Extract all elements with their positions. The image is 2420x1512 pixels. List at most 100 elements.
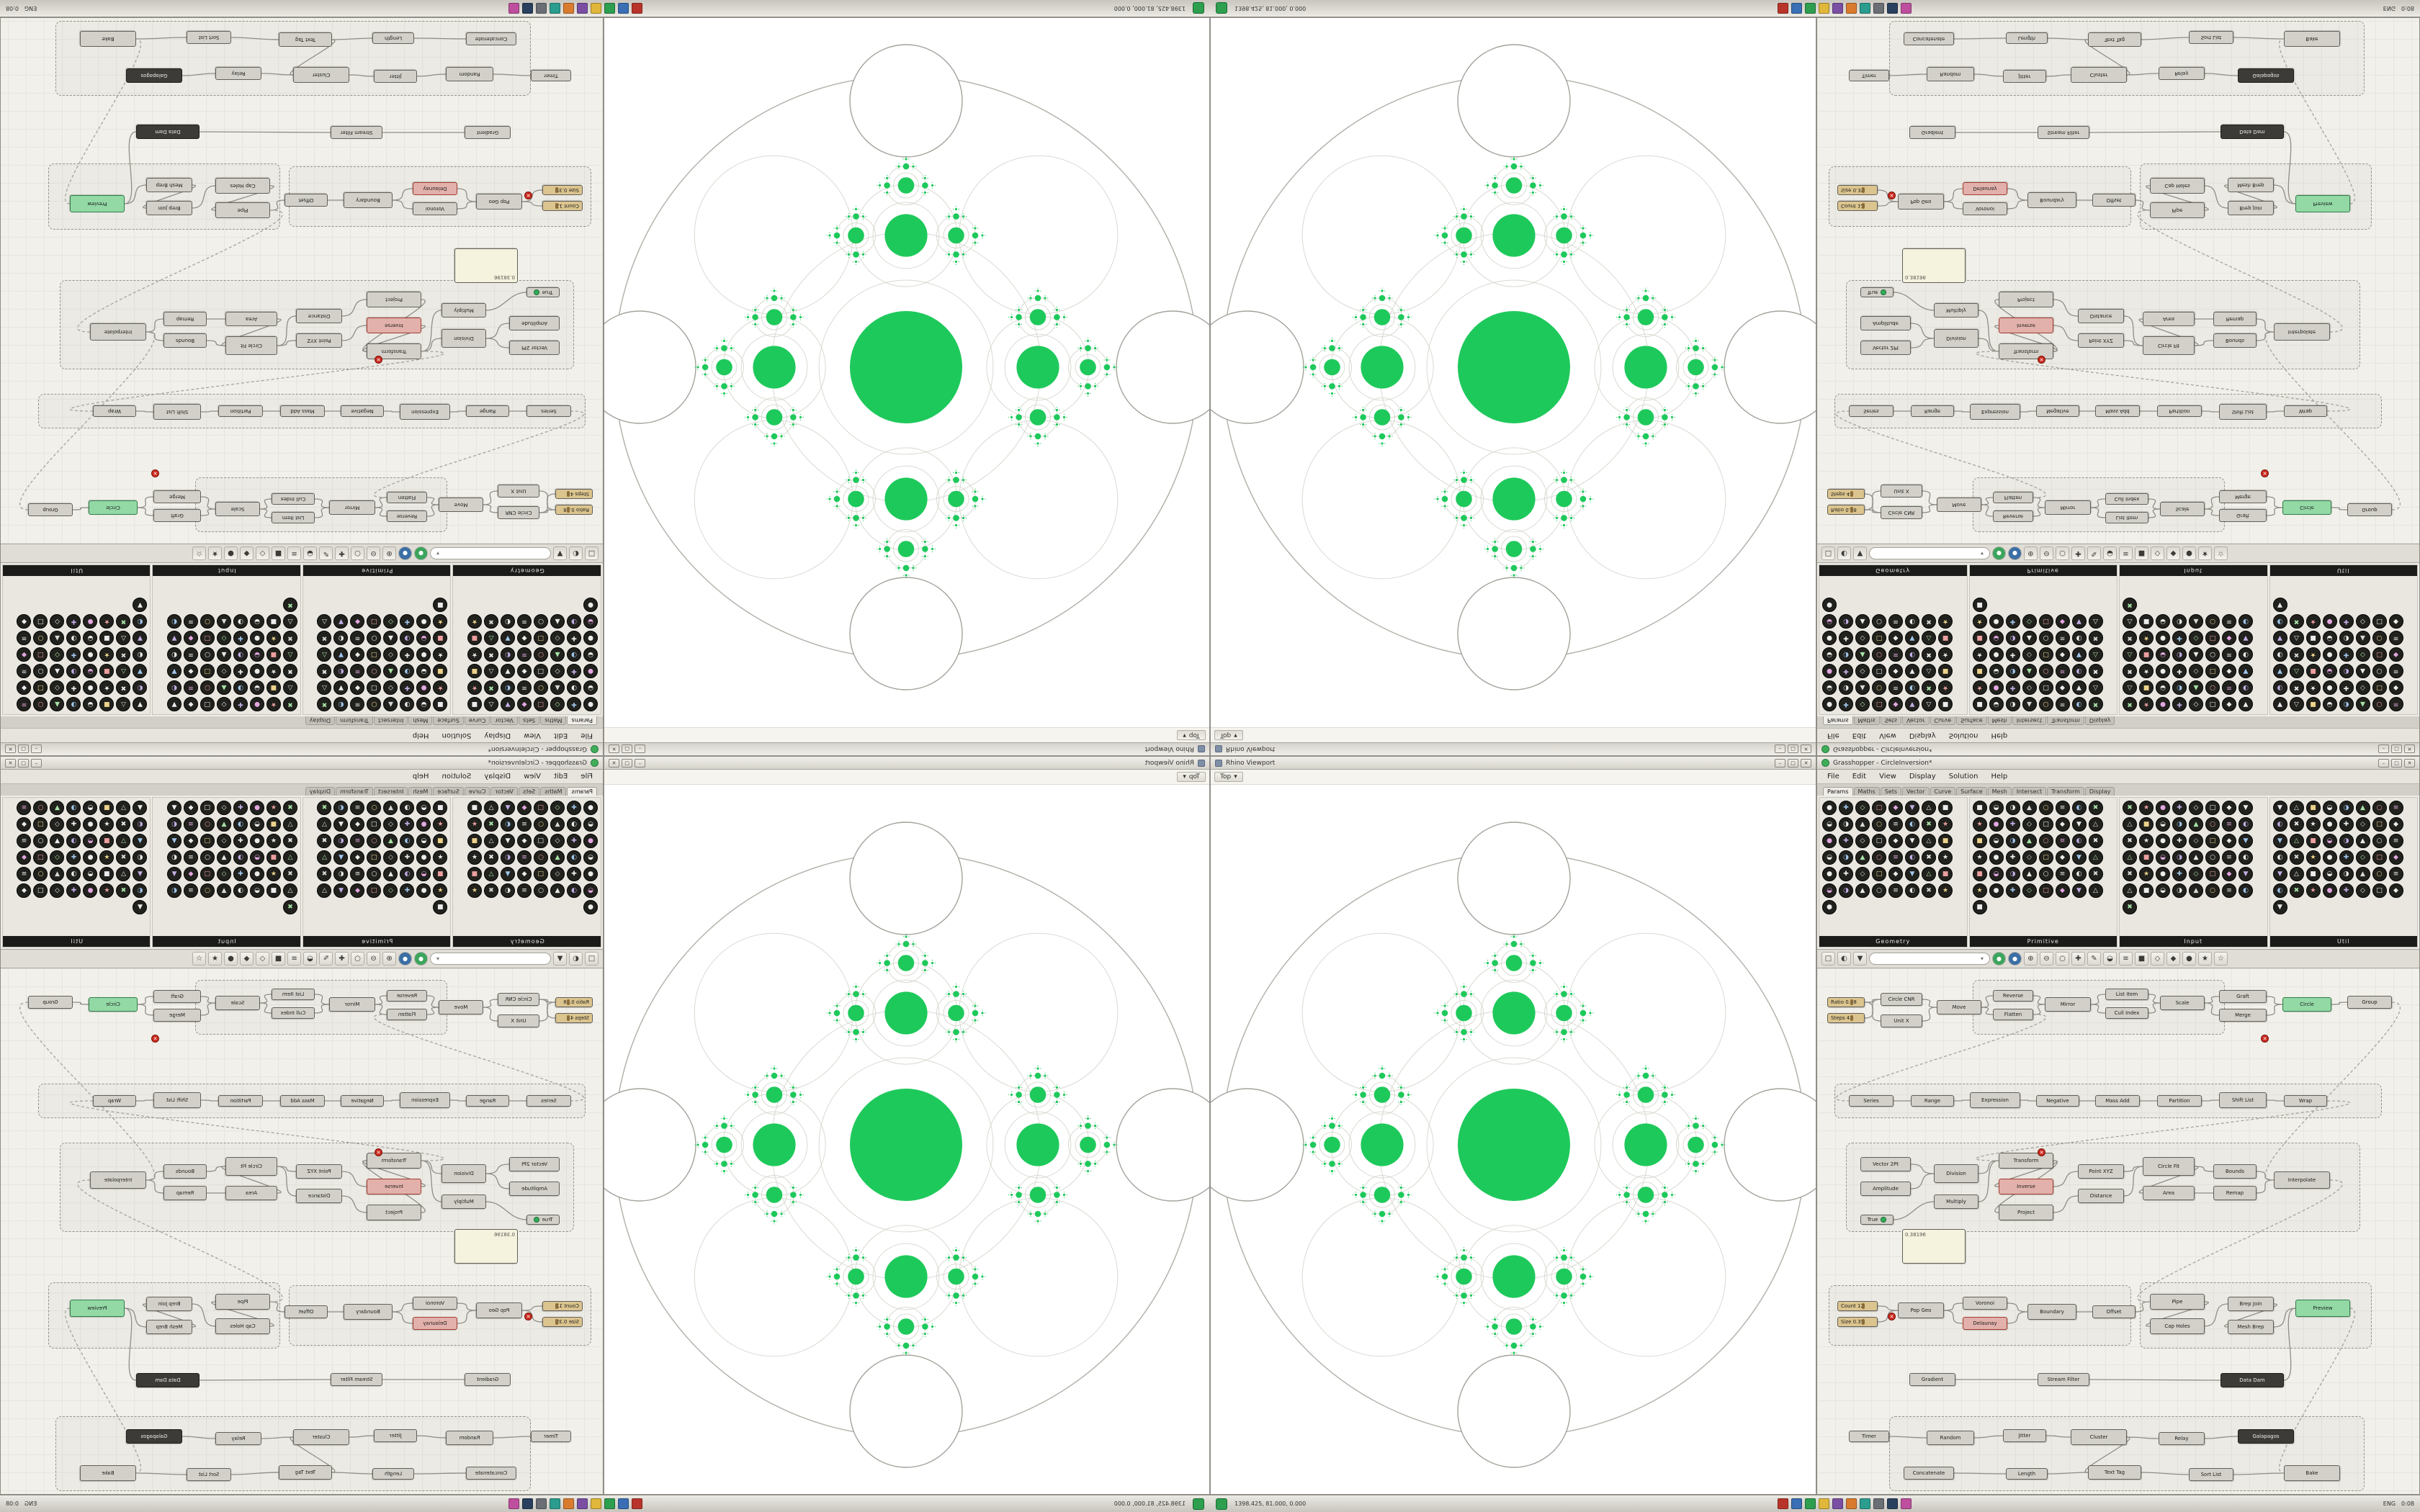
component-icon[interactable]: ★ (99, 850, 115, 865)
menu-item-view[interactable]: View (1879, 732, 1896, 739)
component-icon[interactable]: ✖ (1922, 614, 1936, 629)
component-icon[interactable]: △ (116, 664, 131, 678)
component-icon[interactable]: △ (2088, 883, 2103, 898)
node-negative[interactable]: Negative (2036, 1095, 2079, 1107)
component-icon[interactable]: ◇ (50, 614, 65, 629)
canvas-search-input[interactable]: ▾ (430, 953, 551, 965)
component-icon[interactable]: ✖ (283, 801, 297, 815)
grasshopper-titlebar[interactable]: Grasshopper - CircleInversion* – □ ✕ (1817, 757, 2419, 770)
taskbar-app-icon[interactable] (631, 1498, 642, 1509)
node-cap-holes[interactable]: Cap Holes (2150, 178, 2205, 194)
component-icon[interactable]: ◆ (2388, 680, 2403, 695)
component-icon[interactable]: ▼ (2272, 900, 2287, 914)
component-icon[interactable]: ★ (2305, 614, 2321, 629)
menu-item-display[interactable]: Display (484, 773, 511, 780)
node-relay[interactable]: Relay (215, 67, 261, 80)
component-icon[interactable]: ◇ (2022, 817, 2037, 832)
node-offset[interactable]: Offset (284, 194, 328, 207)
node-data-dam[interactable]: Data Dam (2220, 125, 2284, 139)
component-icon[interactable]: ◑ (1839, 647, 1853, 662)
component-icon[interactable]: ▼ (1905, 631, 1919, 645)
component-icon[interactable]: ○ (33, 834, 48, 848)
component-icon[interactable]: ◑ (233, 647, 248, 662)
node-project[interactable]: Project (1999, 292, 2053, 307)
taskbar-app-icon[interactable] (508, 3, 519, 14)
component-icon[interactable]: △ (2289, 631, 2304, 645)
component-icon[interactable]: □ (1872, 834, 1886, 848)
component-icon[interactable]: ✖ (1922, 817, 1936, 832)
component-icon[interactable]: ◒ (1989, 631, 2004, 645)
component-icon[interactable]: ★ (1938, 680, 1953, 695)
component-icon[interactable]: ◇ (2189, 867, 2203, 881)
component-icon[interactable]: ◒ (2156, 850, 2170, 865)
node-galapagos[interactable]: Galapagos (126, 1429, 182, 1444)
settings-icon[interactable]: ☆ (2214, 546, 2228, 560)
component-icon[interactable]: ◇ (1855, 697, 1870, 711)
new-document-icon[interactable]: □ (1821, 952, 1835, 966)
node-timer[interactable]: Timer (1849, 70, 1889, 81)
node-sort-list[interactable]: Sort List (187, 1468, 231, 1481)
component-icon[interactable]: ✖ (317, 664, 332, 678)
tab-mesh[interactable]: Mesh (1987, 716, 2012, 725)
component-icon[interactable]: ✚ (400, 647, 415, 662)
node-move[interactable]: Move (439, 498, 483, 512)
favorites-icon[interactable]: ★ (208, 546, 222, 560)
component-icon[interactable]: ● (2156, 631, 2170, 645)
component-icon[interactable]: ◆ (1888, 631, 1903, 645)
component-icon[interactable]: ▼ (1905, 664, 1919, 678)
component-icon[interactable]: ▼ (501, 664, 515, 678)
component-icon[interactable]: ○ (2205, 614, 2220, 629)
group-box[interactable] (1829, 1285, 2131, 1346)
node-unit-x[interactable]: Unit X (498, 485, 539, 498)
component-icon[interactable]: ○ (2205, 817, 2220, 832)
component-icon[interactable]: ● (250, 631, 264, 645)
error-marker[interactable]: ✕ (2261, 469, 2269, 477)
node-division[interactable]: Division (442, 1164, 486, 1183)
component-icon[interactable]: ◐ (2272, 850, 2287, 865)
component-icon[interactable]: ◆ (1888, 834, 1903, 848)
component-icon[interactable]: ● (83, 647, 98, 662)
component-icon[interactable]: ✖ (2123, 598, 2137, 612)
component-icon[interactable]: ≡ (517, 817, 532, 832)
component-icon[interactable]: ● (83, 817, 98, 832)
component-icon[interactable]: ◑ (1839, 883, 1853, 898)
wire-display-icon[interactable]: ≡ (2119, 546, 2133, 560)
component-icon[interactable]: △ (1922, 801, 1936, 815)
component-icon[interactable]: ▼ (333, 680, 349, 695)
save-file-icon[interactable]: ▼ (1853, 952, 1867, 966)
component-icon[interactable]: □ (367, 850, 382, 865)
menu-item-view[interactable]: View (524, 773, 541, 780)
component-icon[interactable]: ◆ (2388, 817, 2403, 832)
taskbar-app-icon[interactable] (576, 1498, 588, 1509)
component-icon[interactable]: ✖ (2289, 817, 2304, 832)
component-icon[interactable]: ✚ (66, 614, 81, 629)
node-circle-fit[interactable]: Circle Fit (2143, 1157, 2195, 1176)
component-icon[interactable]: ✚ (400, 614, 415, 629)
component-icon[interactable]: ◇ (383, 817, 398, 832)
taskbar-app-icon[interactable] (1873, 3, 1885, 14)
node-transform[interactable]: Transform (1999, 343, 2053, 359)
node-data-dam[interactable]: Data Dam (2220, 1373, 2284, 1387)
tab-mesh[interactable]: Mesh (408, 787, 433, 796)
component-icon[interactable]: ● (2322, 647, 2337, 662)
taskbar-app-icon[interactable] (1819, 3, 1830, 14)
component-icon[interactable]: ▼ (501, 867, 515, 881)
component-icon[interactable]: ◆ (350, 817, 365, 832)
component-icon[interactable]: ✖ (2123, 801, 2137, 815)
component-icon[interactable]: ● (83, 614, 98, 629)
component-icon[interactable]: ■ (1972, 867, 1987, 881)
tab-vector[interactable]: Vector (490, 716, 518, 725)
preview-shaded-icon[interactable]: ◆ (240, 952, 254, 966)
component-icon[interactable]: ≡ (2388, 867, 2403, 881)
node-pipe[interactable]: Pipe (215, 202, 270, 218)
node-count-12[interactable]: Count 12 (1837, 201, 1878, 211)
node-data-dam[interactable]: Data Dam (136, 125, 200, 139)
component-icon[interactable]: ■ (467, 664, 482, 678)
component-icon[interactable]: ✖ (2289, 883, 2304, 898)
component-icon[interactable]: ◑ (66, 697, 81, 711)
component-icon[interactable]: ✖ (484, 817, 498, 832)
component-icon[interactable]: □ (367, 817, 382, 832)
component-icon[interactable]: ★ (467, 817, 482, 832)
component-icon[interactable]: ○ (2038, 631, 2053, 645)
error-marker[interactable]: ✕ (1888, 1313, 1896, 1320)
